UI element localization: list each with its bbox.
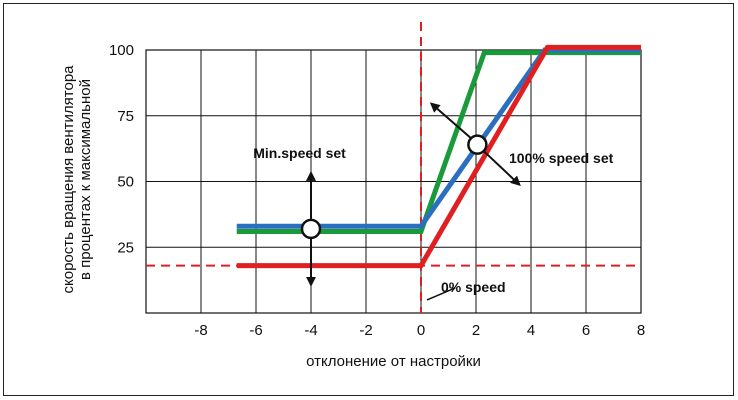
- y-tick-label: 100: [109, 42, 134, 59]
- x-axis-title: отклонение от настройки: [306, 353, 481, 370]
- zero-speed-leader: [426, 287, 456, 301]
- adjust-markers: [300, 102, 521, 301]
- x-tick-label: 6: [582, 322, 590, 339]
- annotation-label: 100% speed set: [509, 150, 614, 166]
- x-tick-label: -2: [359, 322, 372, 339]
- series-line: [236, 50, 641, 234]
- x-tick-label: 4: [527, 322, 535, 339]
- labels: -8 -6 -4 -2 0 2 4 6 8 25 50 75 100 отклонение от наст…: [60, 42, 645, 370]
- series-line: [236, 47, 641, 229]
- annotation-label: Min.speed set: [253, 145, 346, 161]
- x-tick-label: 2: [472, 322, 480, 339]
- x-tick-label: -8: [194, 322, 207, 339]
- x-tick-label: -6: [249, 322, 262, 339]
- grid: [145, 49, 642, 314]
- y-tick-label: 25: [117, 239, 134, 256]
- reference-lines: [146, 22, 641, 313]
- y-axis-title: в процентах к максимальной: [77, 79, 94, 280]
- arrow-down-right: [483, 150, 521, 187]
- x-tick-label: 8: [637, 322, 645, 339]
- y-axis-title: скорость вращения вентилятора: [60, 65, 77, 294]
- adjust-handle: [300, 218, 322, 240]
- annotation-label: 0% speed: [441, 279, 506, 295]
- x-tick-label: 0: [417, 322, 425, 339]
- y-tick-label: 75: [117, 108, 134, 125]
- adjust-handle: [467, 134, 488, 155]
- y-tick-label: 50: [117, 174, 134, 191]
- arrow-up-left: [429, 102, 472, 139]
- figure-frame: [3, 3, 734, 396]
- series-line: [236, 44, 641, 269]
- x-tick-label: -4: [304, 322, 317, 339]
